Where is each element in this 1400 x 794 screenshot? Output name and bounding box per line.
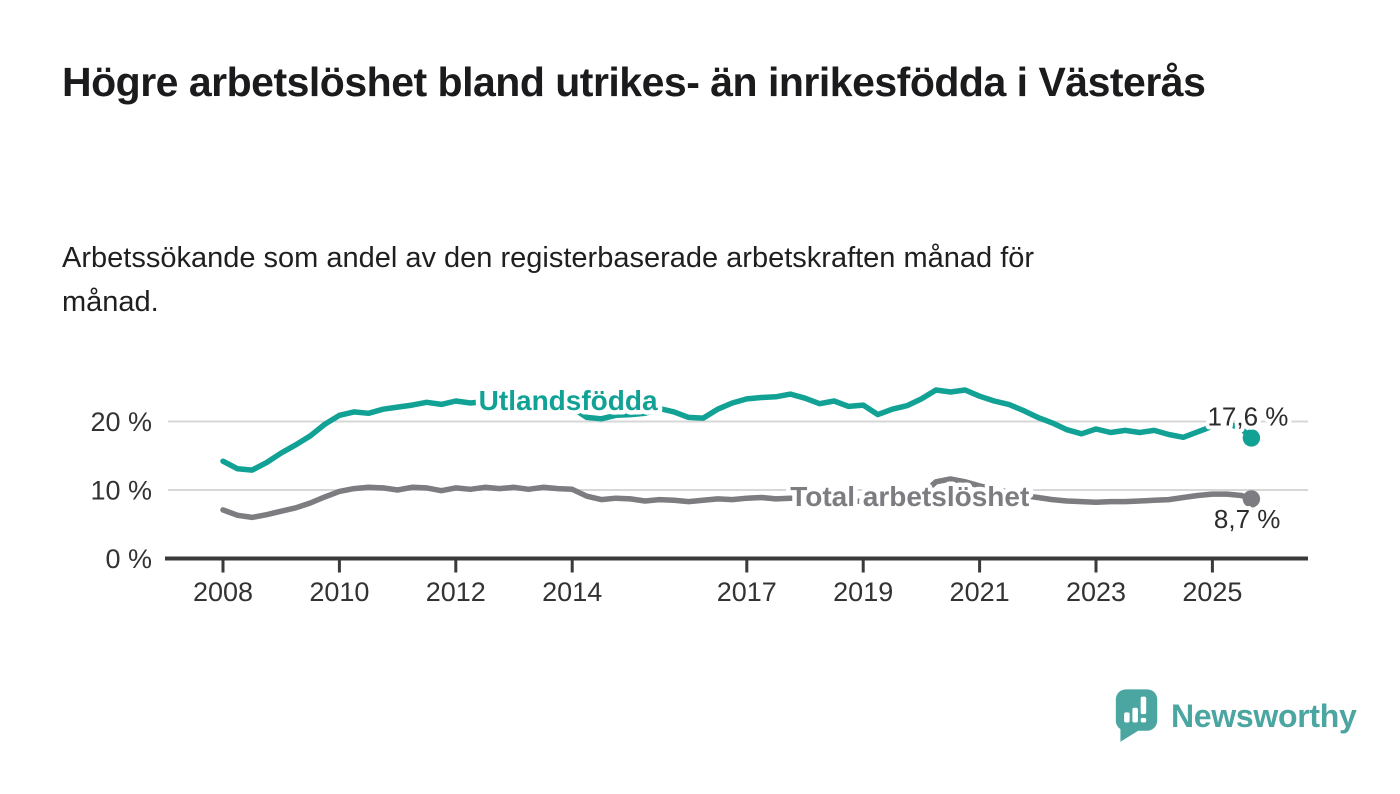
x-axis-label: 2025 [1182,577,1242,607]
y-axis-label: 10 % [90,476,152,506]
page-title: Högre arbetslöshet bland utrikes- än inr… [62,59,1206,105]
end-value-label: 17,6 % [1207,401,1288,431]
newsworthy-logo-text: Newsworthy [1171,697,1357,734]
x-axis-label: 2012 [426,577,486,607]
y-axis-label: 0 % [105,544,152,574]
x-axis-label: 2010 [309,577,369,607]
x-axis-label: 2008 [193,577,253,607]
series-end-dot [1242,429,1261,447]
newsworthy-branding: Newsworthy [1114,688,1357,744]
x-axis-label: 2023 [1066,577,1126,607]
series-label: Total arbetslöshet [790,481,1029,512]
newsworthy-logo-icon [1115,689,1158,742]
series-end-dot [1242,490,1261,508]
x-axis-label: 2014 [542,577,602,607]
series-line-Total arbetslöshet [220,476,1255,521]
series-label: Utlandsfödda [479,385,658,416]
x-axis-label: 2019 [833,577,893,607]
end-value-label: 8,7 % [1214,504,1281,534]
x-axis-label: 2017 [717,577,777,607]
series-line-Utlandsfödda [220,387,1255,473]
y-axis-label: 20 % [90,407,152,437]
subtitle: Arbetssökande som andel av den registerb… [62,242,1035,318]
x-axis-label: 2021 [950,577,1010,607]
